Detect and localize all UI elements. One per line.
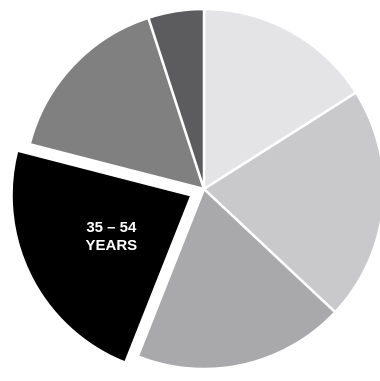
pie-labels: 35 – 54 YEARS [85, 219, 137, 254]
pie-slices [10, 7, 380, 371]
pie-slice-4 [10, 149, 194, 365]
pie-slice-2 [201, 90, 380, 314]
pie-slice-3 [136, 186, 337, 371]
pie-slice-5 [28, 16, 206, 191]
pie-slice-label-4: 35 – 54 YEARS [85, 219, 137, 254]
pie-slice-6 [146, 7, 206, 190]
pie-slice-1 [202, 7, 358, 192]
